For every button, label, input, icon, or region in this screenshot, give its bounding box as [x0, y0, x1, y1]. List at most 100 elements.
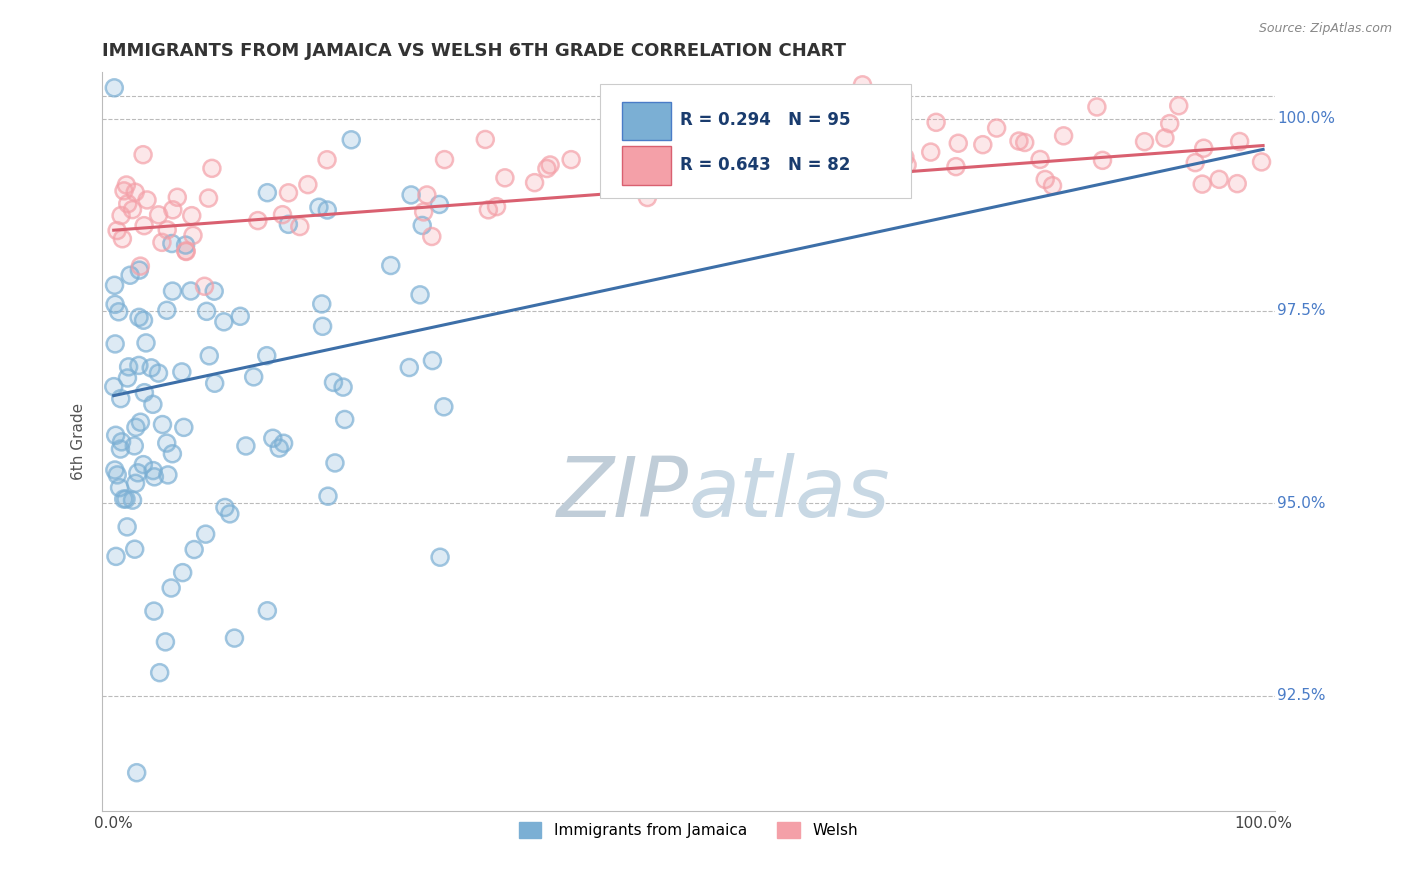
- Point: [894, 150, 917, 164]
- Point: [128, 359, 150, 373]
- Point: [412, 205, 434, 219]
- Point: [142, 604, 165, 618]
- Point: [104, 428, 127, 442]
- Point: [1159, 117, 1181, 131]
- Point: [156, 436, 179, 450]
- Point: [104, 297, 127, 311]
- Point: [201, 161, 224, 176]
- Point: [156, 223, 179, 237]
- Point: [160, 236, 183, 251]
- Point: [422, 353, 444, 368]
- Point: [124, 439, 146, 453]
- Point: [110, 209, 132, 223]
- Point: [851, 78, 873, 92]
- Point: [1133, 135, 1156, 149]
- Point: [160, 236, 183, 251]
- Point: [104, 463, 127, 477]
- Y-axis label: 6th Grade: 6th Grade: [72, 403, 86, 481]
- Point: [156, 467, 179, 482]
- Point: [105, 223, 128, 237]
- Point: [1042, 178, 1064, 193]
- Point: [202, 284, 225, 298]
- Point: [536, 161, 558, 176]
- Point: [162, 447, 184, 461]
- Point: [896, 158, 918, 172]
- Point: [273, 436, 295, 450]
- FancyBboxPatch shape: [621, 146, 671, 185]
- Point: [322, 376, 344, 390]
- Point: [422, 353, 444, 368]
- Point: [148, 366, 170, 380]
- Point: [560, 153, 582, 167]
- Point: [132, 458, 155, 472]
- Point: [820, 134, 842, 148]
- Point: [477, 202, 499, 217]
- Point: [103, 278, 125, 293]
- Point: [134, 385, 156, 400]
- Point: [141, 360, 163, 375]
- Point: [474, 132, 496, 146]
- Point: [271, 208, 294, 222]
- Point: [627, 120, 650, 134]
- Point: [170, 365, 193, 379]
- Point: [269, 441, 291, 455]
- Point: [170, 365, 193, 379]
- Point: [896, 158, 918, 172]
- Point: [1226, 177, 1249, 191]
- Point: [142, 464, 165, 478]
- Point: [156, 436, 179, 450]
- Point: [1226, 177, 1249, 191]
- Point: [104, 463, 127, 477]
- Point: [117, 371, 139, 385]
- Point: [433, 153, 456, 167]
- Point: [920, 145, 942, 159]
- Point: [155, 635, 177, 649]
- Point: [820, 134, 842, 148]
- Point: [218, 507, 240, 521]
- Point: [162, 284, 184, 298]
- Point: [429, 550, 451, 565]
- Point: [115, 520, 138, 534]
- Point: [172, 566, 194, 580]
- Point: [194, 527, 217, 541]
- Point: [148, 366, 170, 380]
- Point: [429, 550, 451, 565]
- Point: [1154, 131, 1177, 145]
- Point: [311, 319, 333, 334]
- Point: [485, 200, 508, 214]
- Point: [193, 279, 215, 293]
- Point: [789, 143, 811, 157]
- Point: [399, 188, 422, 202]
- Point: [107, 305, 129, 319]
- Point: [1033, 172, 1056, 186]
- Point: [198, 349, 221, 363]
- Point: [166, 190, 188, 204]
- Point: [308, 200, 330, 214]
- Point: [128, 359, 150, 373]
- Point: [103, 379, 125, 393]
- Point: [214, 500, 236, 515]
- Point: [380, 259, 402, 273]
- Point: [134, 219, 156, 233]
- Point: [797, 156, 820, 170]
- Point: [149, 665, 172, 680]
- Point: [624, 172, 647, 186]
- Point: [120, 268, 142, 283]
- Point: [246, 213, 269, 227]
- Point: [600, 138, 623, 153]
- Point: [204, 376, 226, 391]
- Point: [150, 235, 173, 250]
- Point: [297, 178, 319, 192]
- Point: [112, 491, 135, 506]
- Text: atlas: atlas: [689, 453, 890, 534]
- Point: [627, 120, 650, 134]
- Point: [162, 447, 184, 461]
- Point: [195, 304, 218, 318]
- Point: [948, 136, 970, 151]
- Point: [1191, 177, 1213, 191]
- Point: [433, 400, 456, 414]
- Point: [494, 170, 516, 185]
- Point: [1033, 172, 1056, 186]
- Point: [429, 197, 451, 211]
- Point: [277, 218, 299, 232]
